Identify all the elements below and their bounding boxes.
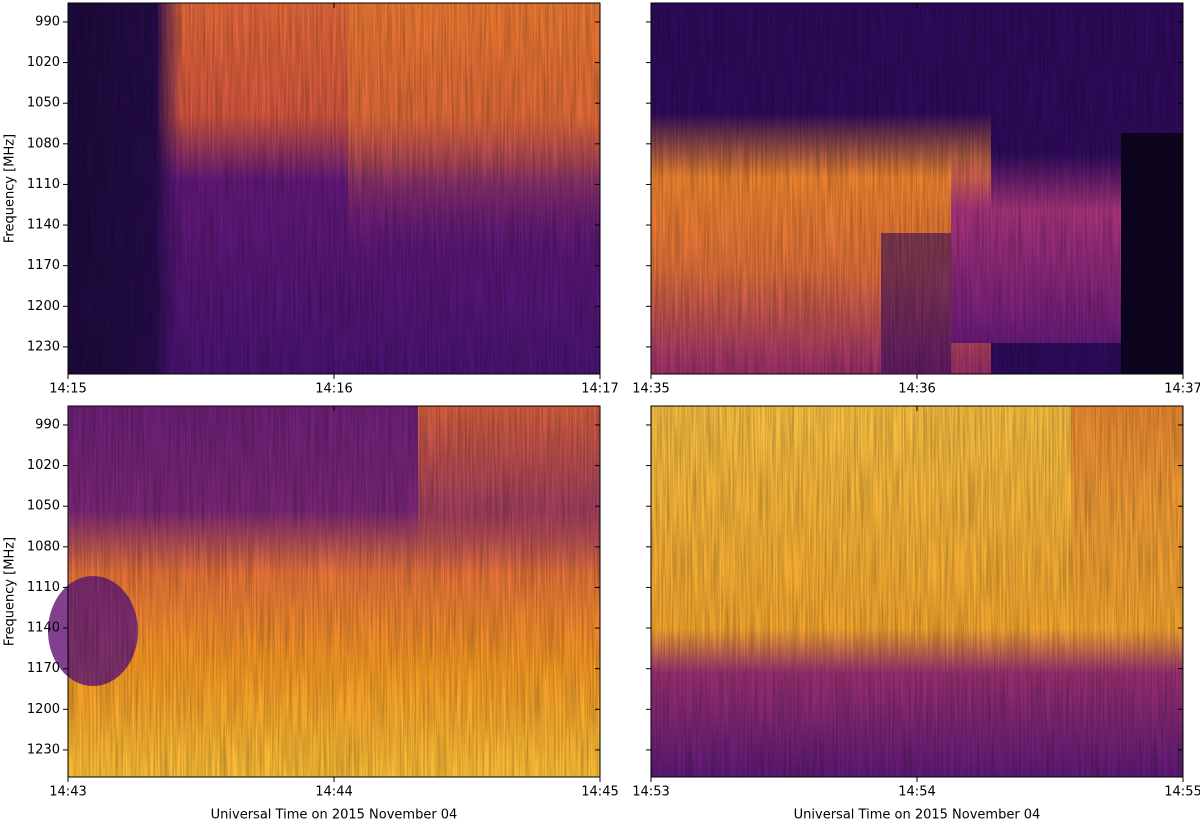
x-tick-label: 14:55	[1164, 785, 1200, 800]
x-tick-label: 14:43	[49, 785, 86, 800]
x-tick-label: 14:35	[632, 382, 669, 397]
x-tick-label: 14:45	[581, 785, 618, 800]
y-tick-label: 1200	[27, 702, 60, 717]
spectrum-texture	[651, 406, 1183, 777]
x-tick-label: 14:37	[1164, 382, 1200, 397]
y-tick-label: 1140	[27, 218, 60, 233]
y-tick-label: 1080	[27, 539, 60, 554]
y-tick-label: 1110	[27, 177, 60, 192]
y-axis-label: Frequency [MHz]	[3, 537, 18, 646]
x-axis-label: Universal Time on 2015 November 04	[211, 808, 458, 821]
y-tick-label: 1020	[27, 55, 60, 70]
y-tick-label: 1200	[27, 299, 60, 314]
y-tick-label: 1170	[27, 661, 60, 676]
spectrogram	[48, 406, 600, 777]
y-tick-label: 1050	[27, 499, 60, 514]
y-tick-label: 1050	[27, 96, 60, 111]
x-tick-label: 14:44	[315, 785, 352, 800]
x-tick-label: 14:54	[898, 785, 935, 800]
spectrum-texture	[68, 3, 600, 374]
x-tick-label: 14:15	[49, 382, 86, 397]
x-axis-label: Universal Time on 2015 November 04	[794, 808, 1041, 821]
y-tick-label: 1020	[27, 458, 60, 473]
spectrum-texture	[68, 406, 600, 777]
y-tick-label: 990	[35, 417, 60, 432]
y-tick-label: 990	[35, 14, 60, 29]
y-tick-label: 1140	[27, 621, 60, 636]
y-tick-label: 1110	[27, 580, 60, 595]
spectrum-texture	[651, 3, 1183, 374]
x-tick-label: 14:16	[315, 382, 352, 397]
x-tick-label: 14:17	[581, 382, 618, 397]
y-axis-label: Frequency [MHz]	[3, 134, 18, 243]
spectrogram	[68, 3, 600, 374]
x-tick-label: 14:36	[898, 382, 935, 397]
y-tick-label: 1170	[27, 258, 60, 273]
spectrogram	[651, 406, 1183, 777]
y-tick-label: 1230	[27, 339, 60, 354]
x-tick-label: 14:53	[632, 785, 669, 800]
y-tick-label: 1080	[27, 136, 60, 151]
y-tick-label: 1230	[27, 742, 60, 757]
spectrogram	[651, 3, 1183, 374]
